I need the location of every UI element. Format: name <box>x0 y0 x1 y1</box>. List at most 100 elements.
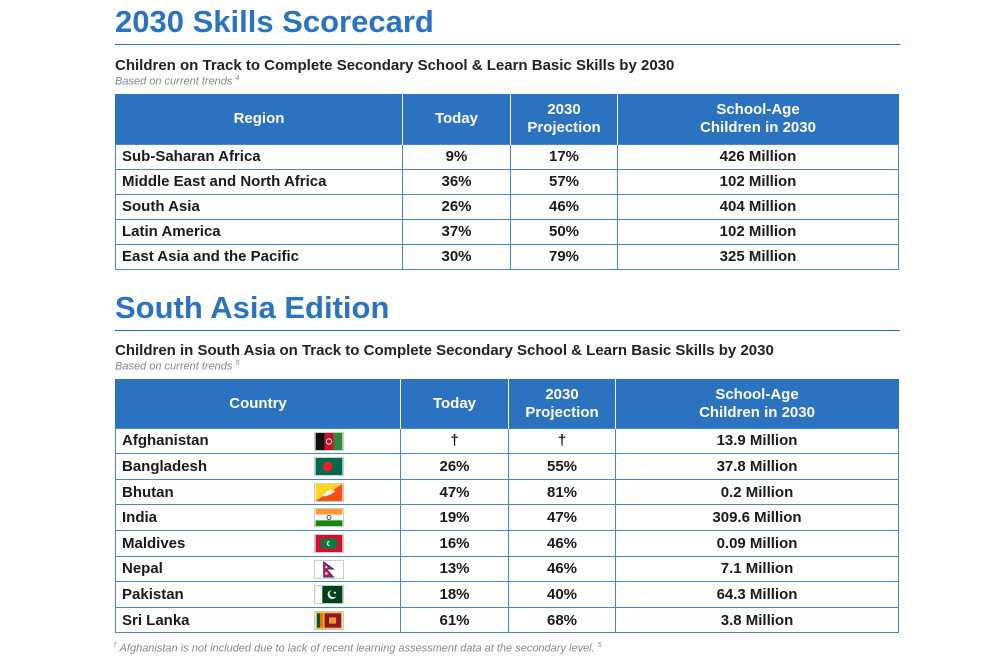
projection-value: 68% <box>508 606 616 634</box>
projection-value: 17% <box>510 143 618 170</box>
table-row: Maldives 16% 46% 0.09 Million <box>115 530 899 557</box>
region-name-text: South Asia <box>122 198 200 216</box>
children-value: 325 Million <box>617 243 899 270</box>
children-value: 309.6 Million <box>615 504 899 532</box>
table-header-row: Country Today 2030 Projection School-Age… <box>115 379 899 429</box>
table-row: Sri Lanka 61% 68% 3.8 Million <box>115 606 899 634</box>
column-header-today: Today <box>400 379 509 429</box>
nepal-flag-icon <box>314 559 344 579</box>
projection-value: 79% <box>510 243 618 270</box>
table-header-row: Region Today 2030 Projection School-Age … <box>115 94 899 145</box>
country-name-text: Afghanistan <box>122 432 209 450</box>
table-row: India 19% 47% 309.6 Million <box>115 504 899 532</box>
country-name: Nepal <box>115 555 401 583</box>
today-value: 16% <box>400 530 509 557</box>
today-value: 19% <box>400 504 509 532</box>
table-row: Middle East and North Africa 36% 57% 102 Mi… <box>115 168 899 195</box>
today-value: 9% <box>402 143 511 170</box>
region-name-text: Latin America <box>122 223 221 241</box>
today-value: 30% <box>402 243 511 270</box>
region-table: Region Today 2030 Projection School-Age … <box>115 93 899 270</box>
projection-value: 50% <box>510 218 618 245</box>
table-row: Bangladesh 26% 55% 37.8 Million <box>115 453 899 480</box>
south-asia-note-text: Based on current trends <box>115 360 233 373</box>
sri-lanka-flag-icon <box>314 610 344 630</box>
today-value: 47% <box>400 478 509 506</box>
column-header-region: Region <box>115 94 403 145</box>
region-name: Middle East and North Africa <box>115 168 403 195</box>
projection-value: 46% <box>508 530 616 557</box>
country-name-text: Sri Lanka <box>122 611 190 629</box>
column-header-projection: 2030 Projection <box>508 379 616 429</box>
south-asia-subtitle: Children in South Asia on Track to Compl… <box>115 342 774 359</box>
today-value: 37% <box>402 218 511 245</box>
column-header-country: Country <box>115 379 401 429</box>
children-value: 102 Million <box>617 168 899 195</box>
country-name-text: Nepal <box>122 560 163 578</box>
country-name-text: Bhutan <box>122 483 174 501</box>
country-name-text: India <box>122 509 158 527</box>
children-value: 0.09 Million <box>615 530 899 557</box>
bangladesh-flag-icon <box>314 457 344 477</box>
region-name-text: Sub-Saharan Africa <box>122 148 261 166</box>
table-row: South Asia 26% 46% 404 Million <box>115 193 899 220</box>
today-value: 61% <box>400 606 509 634</box>
column-header-today: Today <box>402 94 511 145</box>
children-value: 64.3 Million <box>615 581 899 608</box>
table-row: Nepal 13% 46% 7.1 Million <box>115 555 899 583</box>
country-name: Bangladesh <box>115 453 401 480</box>
children-value: 102 Million <box>617 218 899 245</box>
column-header-children: School-Age Children in 2030 <box>615 379 899 429</box>
projection-value: 55% <box>508 453 616 480</box>
footnote-ref: 5 <box>597 642 602 649</box>
table-row: Afghanistan † † 13.9 Million <box>115 427 899 455</box>
table-row: Sub-Saharan Africa 9% 17% 426 Million <box>115 143 899 170</box>
scorecard-note: Based on current trends 4 <box>115 75 900 88</box>
footnote-mark: † <box>113 642 117 649</box>
country-name: Pakistan <box>115 581 401 608</box>
south-asia-note: Based on current trends 5 <box>115 360 900 373</box>
projection-value: 47% <box>508 504 616 532</box>
projection-value: 46% <box>508 555 616 583</box>
country-name-text: Bangladesh <box>122 458 208 476</box>
children-value: 7.1 Million <box>615 555 899 583</box>
maldives-flag-icon <box>314 534 344 554</box>
region-name: South Asia <box>115 193 403 220</box>
south-asia-section: South Asia Edition Children in South Asi… <box>115 290 900 634</box>
scorecard-note-ref: 4 <box>235 75 240 82</box>
country-name: Afghanistan <box>115 427 401 455</box>
projection-value: 57% <box>510 168 618 195</box>
country-name-text: Pakistan <box>122 586 184 604</box>
today-value: 26% <box>400 453 509 480</box>
page-title: 2030 Skills Scorecard <box>115 4 900 45</box>
section-title: South Asia Edition <box>115 290 900 331</box>
table-row: East Asia and the Pacific 30% 79% 325 Milli… <box>115 243 899 270</box>
country-name: Sri Lanka <box>115 606 401 634</box>
bhutan-flag-icon <box>314 482 344 502</box>
afghanistan-flag-icon <box>314 431 344 451</box>
table-row: Bhutan 47% 81% 0.2 Million <box>115 478 899 506</box>
children-value: 404 Million <box>617 193 899 220</box>
footnote-text: Afghanistan is not included due to lack … <box>119 642 595 655</box>
today-value: 36% <box>402 168 511 195</box>
projection-value: 81% <box>508 478 616 506</box>
scorecard-section: 2030 Skills Scorecard Children on Track … <box>115 4 900 270</box>
region-name-text: East Asia and the Pacific <box>122 248 300 266</box>
today-value: 13% <box>400 555 509 583</box>
india-flag-icon <box>314 508 344 528</box>
today-value: 26% <box>402 193 511 220</box>
column-header-children: School-Age Children in 2030 <box>617 94 899 145</box>
pakistan-flag-icon <box>314 585 344 605</box>
country-table: Country Today 2030 Projection School-Age… <box>115 378 899 634</box>
region-name-text: Middle East and North Africa <box>122 173 327 191</box>
table-row: Pakistan 18% 40% 64.3 Million <box>115 581 899 608</box>
today-value: 18% <box>400 581 509 608</box>
children-value: 426 Million <box>617 143 899 170</box>
country-name: Maldives <box>115 530 401 557</box>
country-name-text: Maldives <box>122 534 186 552</box>
table-row: Latin America 37% 50% 102 Million <box>115 218 899 245</box>
region-name: Latin America <box>115 218 403 245</box>
children-value: 3.8 Million <box>615 606 899 634</box>
projection-value: † <box>508 427 616 455</box>
country-name: Bhutan <box>115 478 401 506</box>
